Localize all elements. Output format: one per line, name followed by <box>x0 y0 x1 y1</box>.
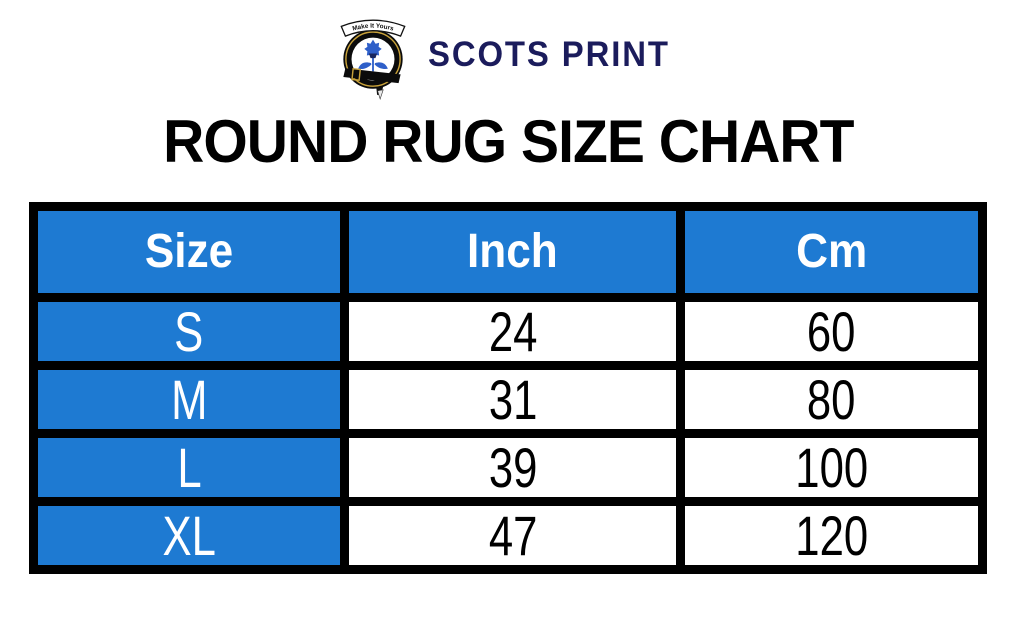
crest-banner-text: Make It Yours <box>352 23 395 33</box>
table-row: M 31 80 <box>38 370 987 438</box>
size-cell: M <box>38 370 350 438</box>
table-row: XL 47 120 <box>38 506 987 574</box>
thistle-icon <box>358 39 388 72</box>
cm-cell: 60 <box>685 302 987 370</box>
col-header-cm: Cm <box>685 211 987 302</box>
brand-name: SCOTS PRINT <box>427 35 670 74</box>
size-cell: XL <box>38 506 350 574</box>
cm-cell: 100 <box>685 438 987 506</box>
size-cell: S <box>38 302 350 370</box>
inch-cell: 24 <box>349 302 686 370</box>
clan-crest-icon: Make It Yours <box>332 10 414 100</box>
brand-header: Make It Yours SCOTS PRINT <box>0 0 1017 104</box>
col-header-inch: Inch <box>349 211 686 302</box>
size-chart-table: Size Inch Cm S 24 60 M 31 80 L 39 100 XL… <box>29 202 987 574</box>
crest-banner <box>340 19 406 37</box>
table-row: L 39 100 <box>38 438 987 506</box>
page-title: ROUND RUG SIZE CHART <box>163 108 854 175</box>
inch-cell: 31 <box>349 370 686 438</box>
inch-cell: 39 <box>349 438 686 506</box>
svg-text:Make It Yours: Make It Yours <box>352 23 395 33</box>
belt-buckle <box>351 67 361 81</box>
table-row: S 24 60 <box>38 302 987 370</box>
table-header-row: Size Inch Cm <box>38 211 987 302</box>
col-header-size: Size <box>38 211 350 302</box>
cm-cell: 80 <box>685 370 987 438</box>
inch-cell: 47 <box>349 506 686 574</box>
cm-cell: 120 <box>685 506 987 574</box>
size-cell: L <box>38 438 350 506</box>
